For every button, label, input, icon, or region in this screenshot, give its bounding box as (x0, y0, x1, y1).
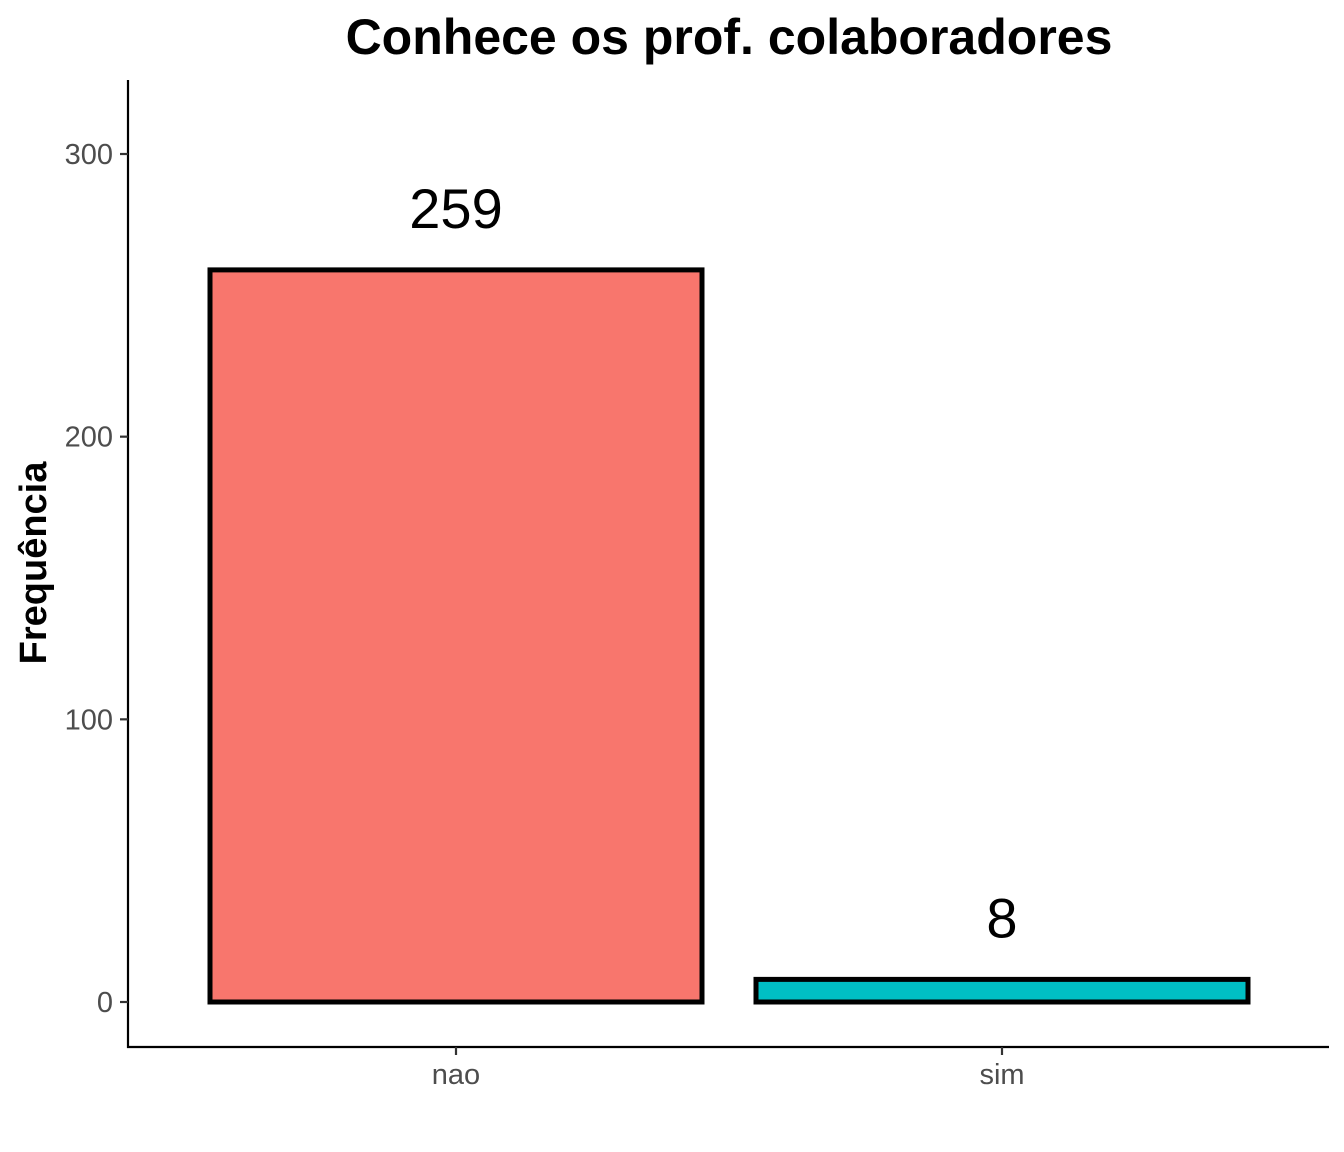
bar-nao (207, 267, 705, 1005)
y-tick-label-0: 0 (97, 987, 113, 1019)
x-tick-label-nao: nao (432, 1059, 480, 1091)
chart-title: Conhece os prof. colaboradores (346, 9, 1113, 65)
y-tick-label-300: 300 (65, 139, 113, 171)
y-axis-ticks: 0 100 200 300 (65, 139, 128, 1019)
plot-area: 259 8 (207, 177, 1251, 1005)
data-label-nao: 259 (409, 177, 502, 240)
y-tick-label-200: 200 (65, 422, 113, 454)
y-tick-label-100: 100 (65, 704, 113, 736)
x-tick-label-sim: sim (979, 1059, 1024, 1091)
data-label-sim: 8 (986, 886, 1017, 949)
bar-sim (753, 976, 1251, 1005)
y-axis-title: Frequência (13, 461, 55, 665)
x-axis-ticks: nao sim (432, 1047, 1025, 1091)
